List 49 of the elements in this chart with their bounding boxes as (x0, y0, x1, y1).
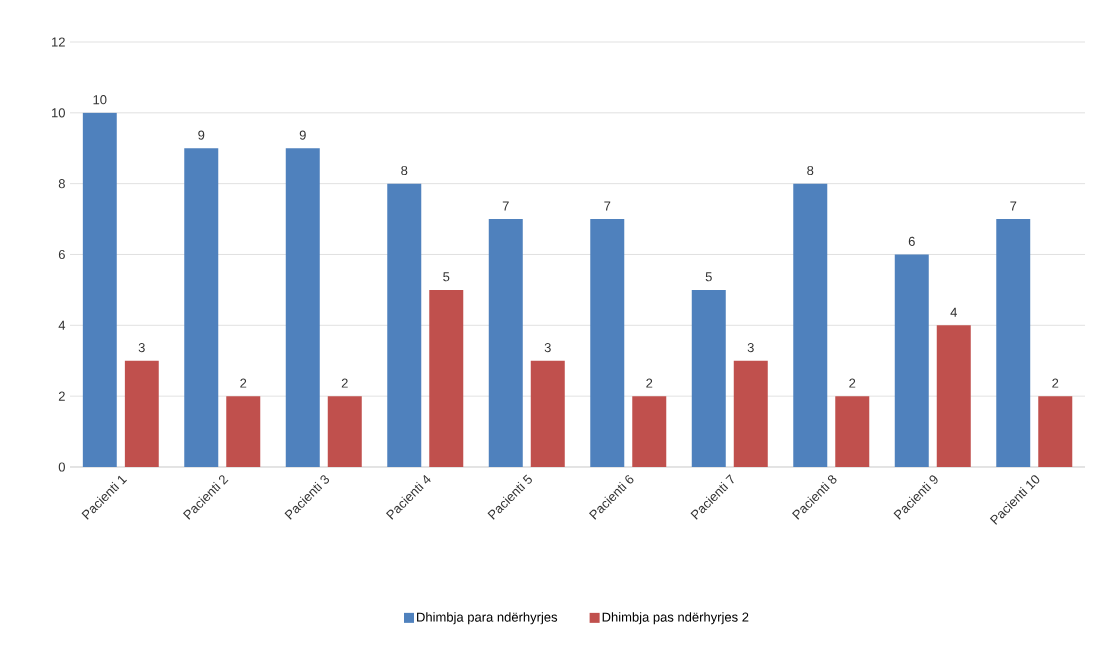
data-label: 2 (240, 378, 247, 388)
bar (590, 219, 625, 467)
bar (1038, 396, 1073, 467)
data-label: 2 (1052, 378, 1059, 388)
data-label: 9 (198, 130, 205, 140)
data-label: 2 (341, 378, 348, 388)
data-label: 5 (705, 272, 712, 282)
bar (632, 396, 667, 467)
bar (184, 148, 219, 467)
data-label: 7 (502, 201, 509, 211)
data-label: 3 (138, 343, 145, 353)
y-tick-label: 12 (52, 37, 65, 47)
bar (387, 183, 422, 467)
bar (124, 360, 159, 467)
bar (226, 396, 261, 467)
data-label: 7 (604, 201, 611, 211)
y-tick-label: 8 (58, 179, 65, 189)
data-label: 8 (401, 165, 408, 176)
y-tick-label: 0 (58, 462, 65, 472)
bar (936, 325, 971, 467)
data-label: 8 (807, 165, 814, 176)
bar (82, 112, 117, 467)
data-label: 6 (908, 236, 915, 246)
legend-label: Dhimbja pas ndërhyrjes 2 (602, 612, 749, 625)
data-label: 2 (646, 378, 653, 388)
y-tick-label: 6 (58, 249, 65, 260)
bar (793, 183, 828, 467)
data-label: 3 (544, 343, 551, 353)
bar (530, 360, 565, 467)
bar (691, 289, 726, 467)
data-label: 2 (849, 378, 856, 388)
y-tick-label: 4 (58, 320, 66, 330)
y-tick-label: 2 (58, 391, 65, 401)
bar (733, 360, 768, 467)
legend-label: Dhimbja para ndërhyrjes (417, 612, 558, 625)
bar (894, 254, 929, 467)
bar (488, 219, 523, 467)
data-label: 7 (1010, 201, 1017, 211)
y-tick-label: 10 (52, 108, 65, 118)
data-label: 4 (950, 307, 957, 317)
bar (285, 148, 320, 467)
bar (429, 289, 464, 467)
bar (327, 396, 362, 467)
data-label: 10 (93, 95, 107, 105)
data-label: 5 (443, 272, 450, 282)
data-label: 9 (299, 130, 306, 140)
bar (996, 219, 1031, 467)
data-label: 3 (747, 343, 754, 353)
bar (835, 396, 870, 467)
